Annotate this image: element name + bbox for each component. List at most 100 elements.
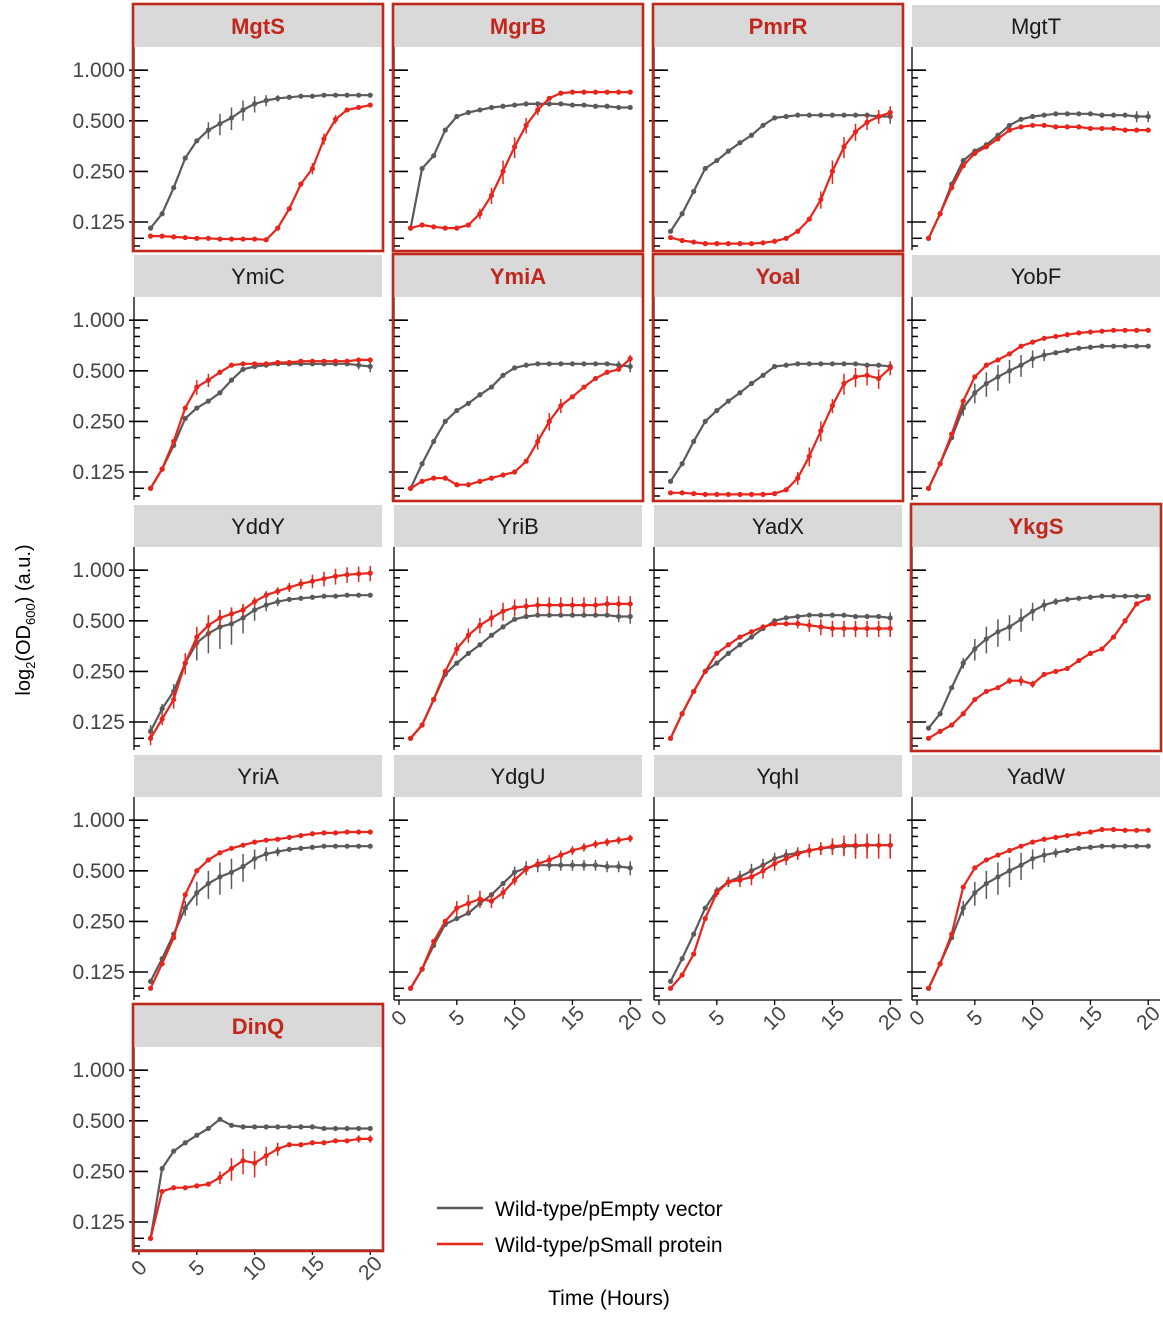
data-point bbox=[841, 612, 847, 618]
data-point bbox=[523, 603, 529, 609]
data-point bbox=[332, 1125, 339, 1132]
data-point bbox=[252, 607, 258, 613]
data-point bbox=[252, 236, 258, 242]
data-point bbox=[431, 438, 437, 445]
data-point bbox=[500, 624, 506, 630]
data-point bbox=[1064, 111, 1070, 117]
data-point bbox=[367, 592, 373, 598]
y-tick-label: 0.250 bbox=[72, 1160, 125, 1183]
data-point bbox=[569, 862, 576, 868]
data-point bbox=[667, 234, 674, 241]
series-empty bbox=[147, 843, 373, 984]
data-point bbox=[592, 612, 599, 618]
data-point bbox=[407, 225, 414, 231]
data-point bbox=[512, 604, 518, 611]
data-point bbox=[737, 634, 743, 640]
data-point bbox=[972, 890, 978, 896]
data-point bbox=[217, 624, 223, 630]
data-point bbox=[356, 104, 362, 111]
data-point bbox=[523, 122, 529, 128]
data-point bbox=[205, 398, 211, 404]
data-point bbox=[535, 101, 541, 107]
data-point bbox=[500, 103, 506, 109]
data-point bbox=[344, 358, 350, 364]
data-point bbox=[604, 839, 610, 845]
data-point bbox=[442, 668, 448, 674]
panel-mgrb: MgrB bbox=[389, 2, 645, 253]
series-small bbox=[147, 829, 373, 991]
data-point bbox=[725, 398, 731, 404]
panel-yddy: YddY 0.125 0.250 0.500 1.000 bbox=[72, 505, 382, 750]
data-point bbox=[829, 112, 836, 118]
data-point bbox=[1018, 843, 1024, 849]
data-point bbox=[852, 112, 859, 118]
data-point bbox=[512, 616, 518, 622]
data-point bbox=[983, 636, 989, 642]
data-point bbox=[795, 112, 801, 118]
data-point bbox=[876, 362, 882, 368]
data-point bbox=[627, 865, 633, 871]
data-point bbox=[465, 632, 471, 638]
data-point bbox=[983, 857, 989, 863]
data-point bbox=[841, 625, 847, 632]
data-point bbox=[972, 696, 978, 703]
data-point bbox=[252, 856, 258, 862]
data-point bbox=[616, 104, 622, 111]
data-point bbox=[702, 241, 708, 247]
data-point bbox=[667, 985, 674, 991]
data-point bbox=[321, 136, 327, 142]
x-tick-label: 0 bbox=[387, 1006, 412, 1031]
x-tick-label: 10 bbox=[1017, 1002, 1050, 1035]
data-point bbox=[512, 869, 518, 875]
legend-label-small: Wild-type/pSmall protein bbox=[495, 1234, 723, 1257]
data-point bbox=[1006, 122, 1013, 128]
data-point bbox=[1006, 127, 1013, 133]
data-point bbox=[488, 475, 495, 481]
data-point bbox=[864, 362, 870, 368]
data-point bbox=[512, 144, 518, 150]
data-point bbox=[1018, 862, 1024, 868]
data-point bbox=[159, 961, 165, 967]
data-point bbox=[194, 384, 200, 390]
data-point bbox=[205, 857, 211, 863]
data-point bbox=[925, 485, 932, 491]
panel-strip bbox=[912, 755, 1160, 797]
panel-strip bbox=[394, 255, 642, 297]
data-point bbox=[725, 642, 731, 648]
data-point bbox=[228, 1122, 235, 1128]
data-point bbox=[569, 89, 576, 95]
data-point bbox=[1122, 343, 1128, 349]
data-point bbox=[864, 625, 870, 632]
data-point bbox=[829, 168, 836, 174]
data-point bbox=[454, 482, 460, 488]
y-tick-label: 1.000 bbox=[72, 559, 125, 582]
data-point bbox=[431, 475, 437, 481]
data-point bbox=[1110, 593, 1117, 599]
data-point bbox=[332, 92, 339, 98]
data-point bbox=[1076, 595, 1082, 601]
data-point bbox=[488, 384, 495, 390]
data-point bbox=[702, 165, 708, 172]
data-point bbox=[442, 475, 448, 481]
data-point bbox=[263, 592, 269, 598]
data-point bbox=[949, 185, 955, 191]
panel-strip bbox=[654, 255, 902, 297]
data-point bbox=[1076, 111, 1082, 117]
data-point bbox=[367, 829, 373, 835]
data-point bbox=[263, 1124, 269, 1130]
data-point bbox=[725, 650, 731, 656]
data-point bbox=[171, 234, 177, 240]
data-point bbox=[887, 625, 893, 632]
data-point bbox=[419, 966, 425, 972]
series-small bbox=[925, 595, 1151, 741]
data-point bbox=[616, 613, 622, 620]
data-point bbox=[147, 978, 154, 984]
data-point bbox=[995, 685, 1001, 691]
data-point bbox=[194, 1132, 200, 1138]
data-point bbox=[171, 185, 177, 191]
panel-ymic: YmiC 0.125 0.250 0.500 1.000 bbox=[72, 255, 382, 500]
series-empty bbox=[925, 111, 1151, 241]
data-point bbox=[1064, 124, 1070, 130]
highlight-frame bbox=[131, 2, 385, 253]
panel-title: YmiC bbox=[231, 264, 285, 289]
